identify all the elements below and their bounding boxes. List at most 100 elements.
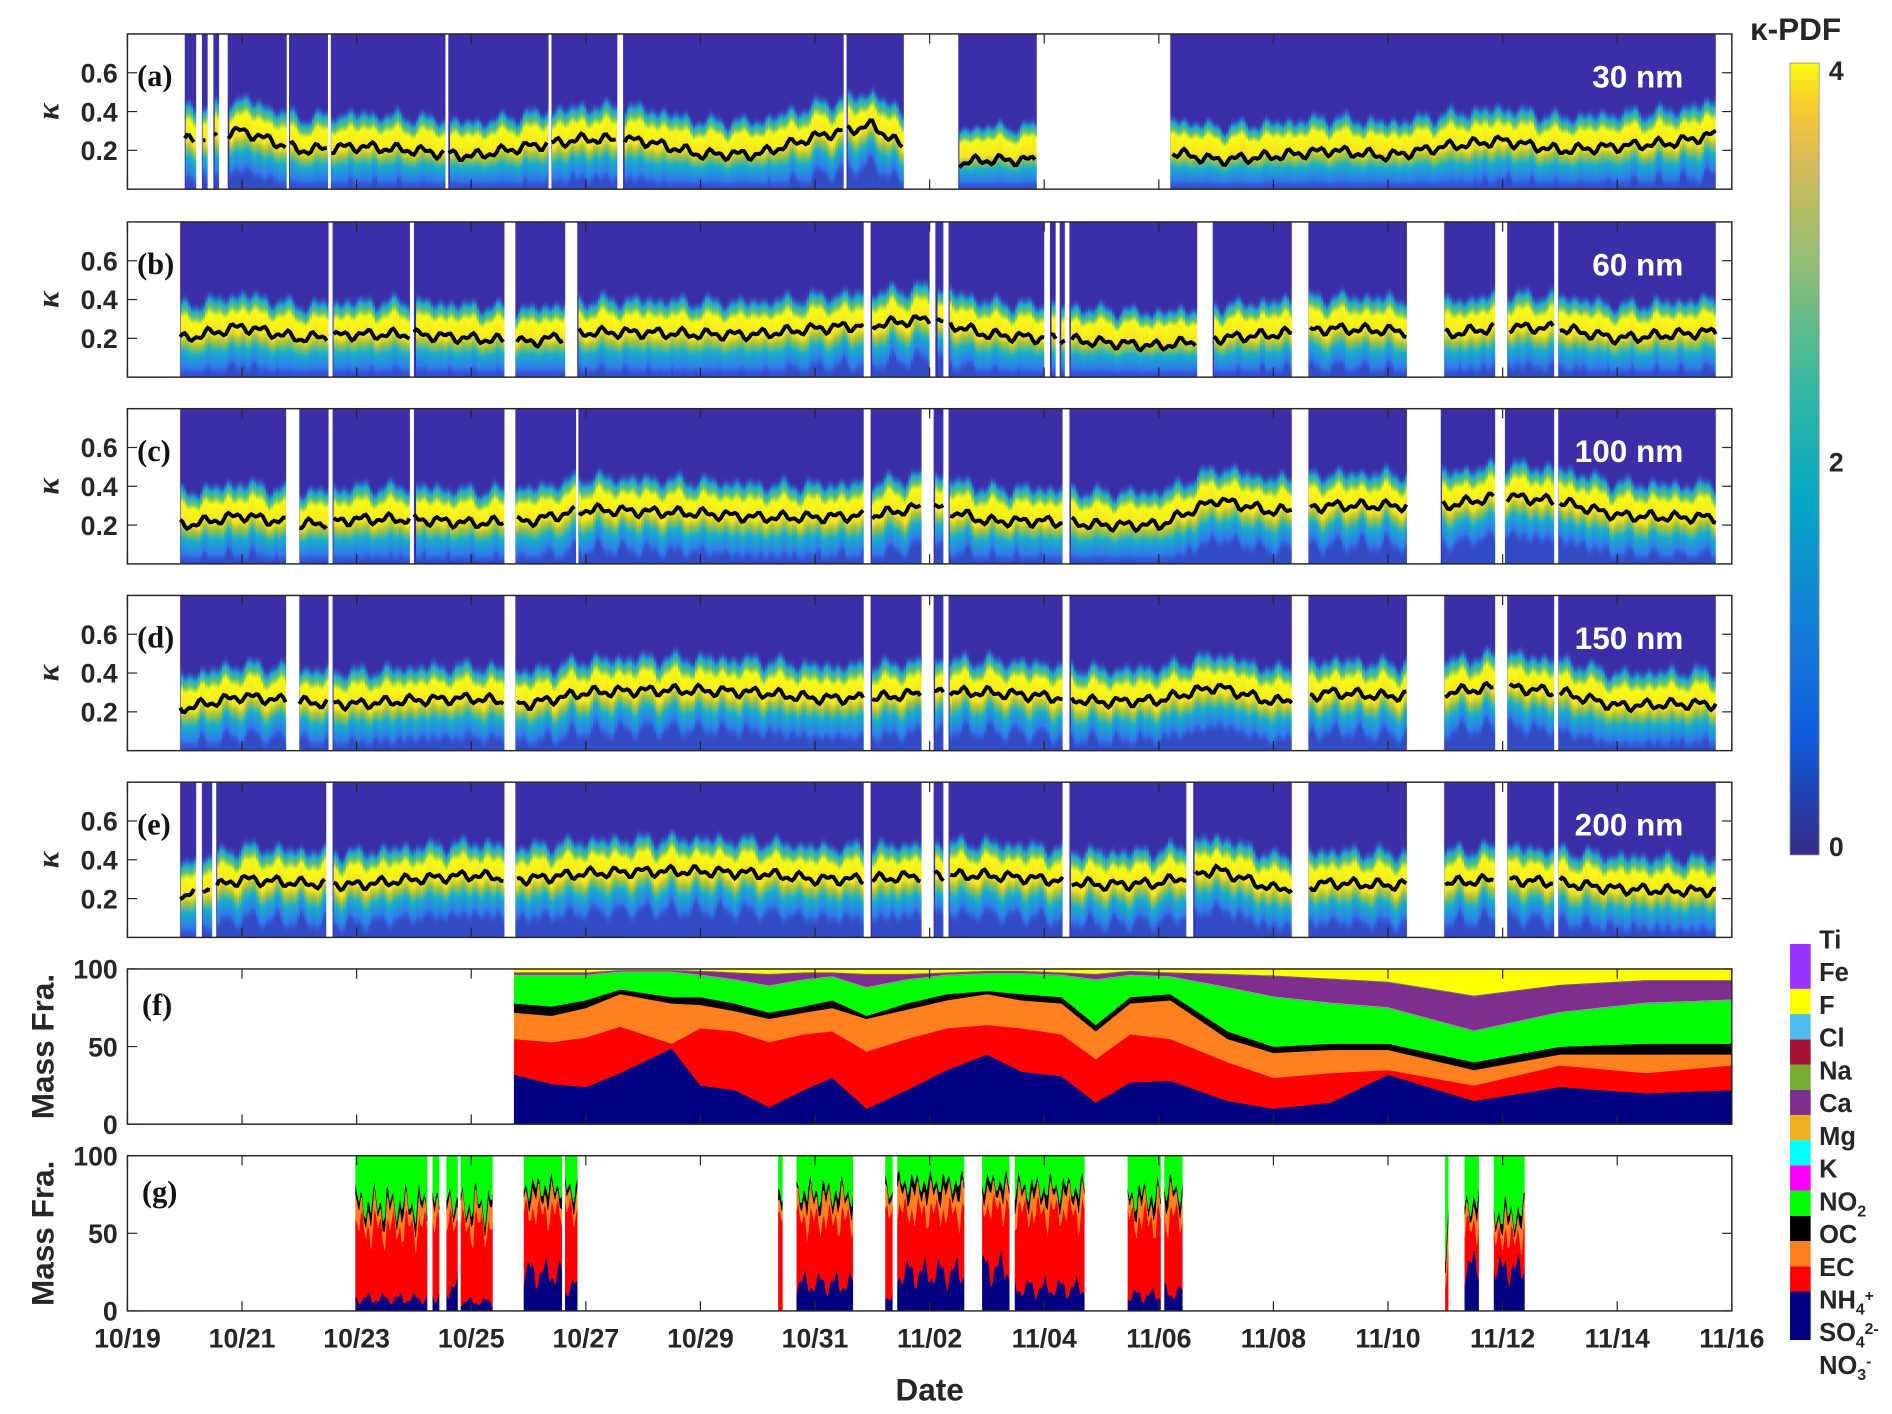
- kappa-pdf-cell: [333, 665, 337, 751]
- kappa-pdf-cell: [949, 476, 953, 563]
- kappa-pdf-cell: [272, 663, 276, 742]
- kappa-pdf-cell: [1175, 116, 1178, 190]
- kappa-pdf-cell: [612, 475, 616, 562]
- kappa-pdf-cell: [995, 653, 999, 739]
- kappa-pdf-cell: [1192, 478, 1195, 559]
- data-gap: [943, 408, 949, 564]
- kappa-pdf-cell: [1570, 293, 1574, 378]
- kappa-pdf-cell: [1587, 656, 1591, 742]
- kappa-pdf-cell: [896, 474, 899, 557]
- kappa-pdf-cell: [239, 846, 242, 933]
- kappa-pdf-cell: [939, 473, 943, 548]
- kappa-pdf-cell: [374, 304, 378, 378]
- median-kappa-line: [1070, 332, 1197, 353]
- kappa-pdf-cell: [1238, 115, 1241, 190]
- kappa-pdf-cell: [1226, 651, 1229, 737]
- kappa-pdf-cell: [1684, 481, 1688, 561]
- kappa-pdf-cell: [952, 476, 955, 564]
- kappa-pdf-cell: [372, 848, 376, 925]
- kappa-pdf-cell: [658, 108, 662, 190]
- kappa-pdf-cell: [1250, 655, 1254, 742]
- kappa-pdf-cell: [1570, 462, 1574, 548]
- kappa-pdf-cell: [340, 300, 344, 378]
- kappa-pdf-cell: [1323, 474, 1326, 560]
- kappa-pdf-cell: [775, 479, 778, 564]
- kappa-pdf-cell: [435, 658, 439, 746]
- kappa-pdf-cell: [799, 487, 802, 564]
- kappa-pdf-cell: [1640, 670, 1644, 751]
- kappa-pdf-cell: [1041, 485, 1045, 562]
- kappa-pdf-cell: [1492, 648, 1496, 736]
- kappa-pdf-cell: [1439, 109, 1443, 190]
- kappa-pdf-cell: [658, 478, 662, 562]
- kappa-pdf-cell: [413, 664, 417, 748]
- kappa-pdf-cell: [377, 668, 380, 747]
- y-tick-label: 0.4: [81, 659, 118, 689]
- kappa-pdf-cell: [1182, 660, 1186, 741]
- y-tick-label: 0.4: [81, 97, 118, 127]
- y-tick-label: 0.6: [81, 58, 118, 88]
- kappa-pdf-cell: [910, 466, 914, 550]
- kappa-pdf-cell: [1269, 663, 1273, 751]
- kappa-pdf-cell: [864, 92, 868, 170]
- kappa-pdf-cell: [998, 653, 1001, 741]
- median-kappa-line: [1508, 320, 1555, 335]
- kappa-pdf-cell: [1136, 304, 1140, 378]
- median-kappa-line: [934, 686, 945, 694]
- kappa-pdf-cell: [903, 481, 907, 564]
- kappa-pdf-cell: [379, 300, 383, 378]
- kappa-pdf-cell: [1044, 658, 1047, 736]
- kappa-pdf-cell: [661, 657, 664, 741]
- kappa-pdf-cell: [1405, 116, 1409, 190]
- kappa-pdf-cell: [1235, 117, 1239, 190]
- kappa-pdf-cell: [1201, 121, 1205, 190]
- kappa-pdf-cell: [1250, 123, 1254, 190]
- kappa-pdf-cell: [714, 113, 718, 190]
- kappa-pdf-cell: [241, 840, 245, 927]
- kappa-pdf-cell: [1374, 292, 1377, 378]
- median-kappa-line: [1070, 496, 1293, 534]
- kappa-pdf-cell: [1090, 305, 1093, 378]
- kappa-pdf-cell: [197, 668, 201, 746]
- kappa-pdf-cell: [634, 289, 638, 378]
- kappa-pdf-cell: [1546, 289, 1549, 376]
- kappa-pdf-cell: [1165, 307, 1169, 378]
- kappa-pdf-cell: [656, 474, 659, 557]
- kappa-pdf-cell: [1609, 485, 1613, 561]
- kappa-pdf-cell: [234, 482, 237, 564]
- kappa-pdf-cell: [830, 104, 834, 188]
- kappa-pdf-cell: [406, 487, 410, 564]
- kappa-pdf-cell: [340, 484, 344, 564]
- kappa-pdf-cell: [600, 653, 604, 738]
- kappa-pdf-cell: [1616, 475, 1620, 562]
- kappa-pdf-cell: [1509, 460, 1513, 539]
- kappa-pdf-cell: [588, 299, 591, 378]
- kappa-pdf-cell: [872, 663, 875, 744]
- kappa-pdf-cell: [236, 291, 240, 376]
- kappa-pdf-cell: [1398, 297, 1402, 378]
- kappa-pdf-cell: [624, 107, 628, 187]
- kappa-pdf-cell: [268, 491, 271, 564]
- kappa-pdf-cell: [956, 289, 960, 378]
- kappa-pdf-cell: [1034, 654, 1038, 739]
- kappa-pdf-cell: [1509, 295, 1513, 374]
- kappa-pdf-cell: [239, 664, 242, 751]
- kappa-pdf-cell: [1347, 468, 1351, 558]
- kappa-pdf-cell: [1526, 654, 1530, 741]
- kappa-pdf-cell: [1519, 455, 1523, 545]
- kappa-pdf-cell: [1349, 293, 1353, 378]
- kappa-pdf-cell: [1689, 100, 1693, 187]
- kappa-pdf-cell: [1606, 111, 1610, 185]
- kappa-pdf-cell: [707, 473, 710, 563]
- kappa-pdf-cell: [459, 119, 463, 190]
- kappa-pdf-cell: [624, 473, 628, 553]
- kappa-pdf-cell: [547, 479, 550, 555]
- kappa-pdf-cell: [867, 90, 870, 164]
- kappa-pdf-cell: [544, 109, 548, 188]
- kappa-pdf-cell: [1708, 96, 1712, 177]
- median-kappa-line: [1444, 321, 1495, 340]
- kappa-pdf-cell: [694, 482, 698, 557]
- kappa-pdf-cell: [304, 848, 308, 926]
- kappa-pdf-cell: [1699, 291, 1702, 378]
- kappa-pdf-cell: [1640, 480, 1644, 564]
